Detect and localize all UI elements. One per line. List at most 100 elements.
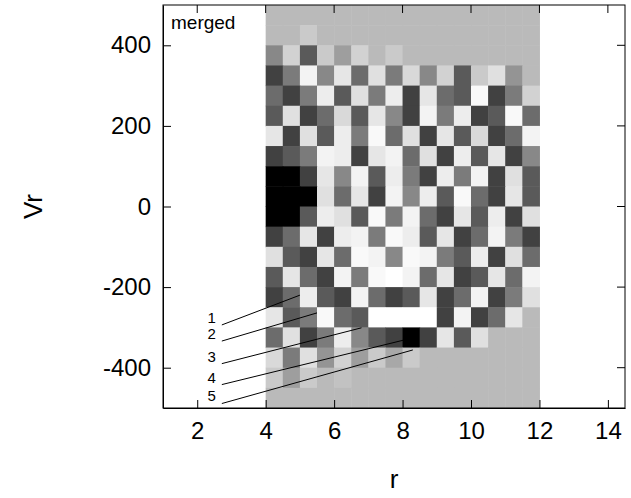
heat-cell [454,106,472,127]
heat-cell [351,368,369,389]
heat-cell [420,287,438,308]
heat-cell [317,327,335,348]
heat-cell [454,227,472,248]
heat-cell [334,186,352,207]
heat-cell [334,348,352,369]
heat-cell [283,186,301,207]
heat-cell [334,25,352,46]
heat-cell [300,65,318,86]
heat-cell [334,5,352,26]
heat-cell [385,287,403,308]
heat-cell [283,227,301,248]
annotation-label: 5 [207,387,215,404]
heat-cell [471,65,489,86]
heat-cell [317,247,335,268]
y-axis-title: Vr [18,194,48,219]
heat-cell [300,388,318,408]
heat-cell [420,126,438,147]
tick-label: -200 [103,273,151,300]
heat-cell [488,368,506,389]
heat-cell [471,287,489,308]
heat-cell [283,86,301,107]
annotations: 12345 [207,295,412,404]
heat-cell [351,126,369,147]
tick-label: 10 [458,417,485,444]
heat-cell [471,327,489,348]
heat-cell [522,267,540,288]
heat-cell [420,186,438,207]
heat-cell [403,45,421,66]
heat-cell [505,388,523,408]
heat-cell [385,65,403,86]
heat-cell [317,207,335,228]
heat-cell [488,86,506,107]
heat-cell [368,186,386,207]
heat-cell [437,25,455,46]
heat-cell [471,25,489,46]
heat-cell [488,186,506,207]
heat-cell [437,368,455,389]
heat-cell [300,126,318,147]
heat-cell [403,207,421,228]
heat-cell [300,25,318,46]
heat-cell [266,45,284,66]
tick-mark [403,400,404,408]
heat-cell [385,25,403,46]
tick-mark [163,287,171,288]
y-axis: -400-2000200400 [103,6,171,409]
heat-cell [368,146,386,167]
heat-cell [317,106,335,127]
heat-cell [283,146,301,167]
tick-mark [163,368,171,369]
heat-cell [522,186,540,207]
heat-cell [317,86,335,107]
heat-cell [385,146,403,167]
heat-cell [403,106,421,127]
heat-cell [385,388,403,408]
tick-mark [265,5,266,13]
tick: -200 [103,273,171,300]
heat-cell [437,186,455,207]
heat-cell [317,287,335,308]
heat-cell [420,45,438,66]
tick-mark [539,400,540,408]
heat-cell [266,86,284,107]
heat-cell [300,368,318,389]
heat-cell [505,368,523,389]
tick-mark [608,400,609,408]
heat-cell [471,166,489,187]
heat-cell [368,287,386,308]
heat-cell [471,388,489,408]
heat-cell [420,106,438,127]
heat-cell [454,65,472,86]
heat-cell [420,166,438,187]
heat-cell [454,388,472,408]
heat-cell [488,146,506,167]
heat-cell [283,45,301,66]
heat-cell [403,25,421,46]
heat-cell [437,86,455,107]
tick-label: 14 [595,417,622,444]
heat-cell [368,247,386,268]
heat-cell [505,227,523,248]
heat-cell [403,166,421,187]
annotation-label: 4 [207,369,215,386]
heat-cell [334,227,352,248]
heat-cell [420,348,438,369]
heat-cell [471,307,489,328]
heat-cell [488,45,506,66]
heat-cell [403,247,421,268]
heat-cell [437,287,455,308]
heat-cell [385,86,403,107]
heat-cell [351,267,369,288]
tick-label: 400 [111,31,151,58]
heat-cell [420,227,438,248]
heat-cell [403,368,421,389]
heat-cell [454,307,472,328]
heat-cell [351,25,369,46]
heat-cell [488,227,506,248]
heat-cell [522,25,540,46]
heat-cell [505,186,523,207]
annotation-label: 3 [207,348,215,365]
heat-cell [351,5,369,26]
